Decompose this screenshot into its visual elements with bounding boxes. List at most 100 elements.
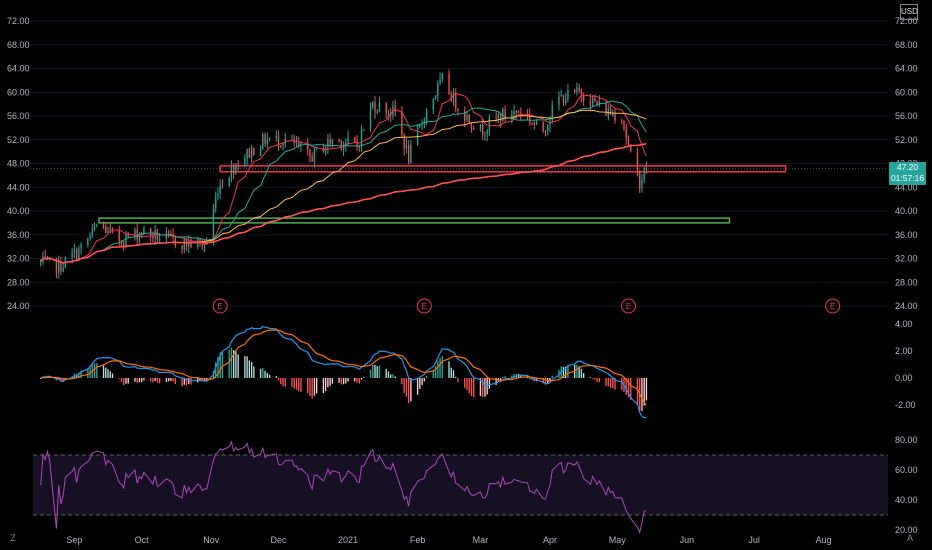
candle-body: [612, 113, 614, 115]
macd-histogram-bar: [143, 378, 145, 381]
candle-body: [576, 87, 578, 92]
candle-body: [259, 148, 262, 156]
right-tick-label: 52.00: [895, 135, 918, 145]
auto-scale-button[interactable]: A: [906, 533, 913, 543]
earnings-marker-label: E: [422, 302, 427, 311]
macd-histogram-bar: [275, 376, 277, 378]
macd-histogram-bar: [246, 356, 248, 378]
candle-body: [78, 248, 80, 259]
macd-histogram-bar: [134, 378, 136, 382]
moving-average-line: [40, 143, 647, 264]
macd-histogram-bar: [300, 378, 302, 392]
price-zone[interactable]: [98, 217, 731, 224]
macd-histogram-bar: [313, 378, 316, 396]
candle-body: [62, 267, 64, 272]
macd-histogram-bar: [360, 378, 363, 380]
candle-body: [107, 227, 109, 233]
macd-histogram-bar: [549, 378, 551, 382]
candle-body: [275, 135, 277, 139]
macd-histogram-bar: [327, 378, 329, 388]
macd-histogram-bar: [172, 378, 174, 382]
candle-body: [282, 143, 284, 147]
earnings-marker[interactable]: [825, 298, 841, 314]
right-tick-label: 32.00: [895, 254, 918, 264]
macd-histogram-bar: [455, 376, 457, 378]
candle-body: [643, 168, 645, 180]
macd-histogram-bar: [331, 378, 334, 384]
macd-histogram-bar: [40, 378, 42, 379]
candle-body: [531, 122, 533, 124]
macd-histogram-bar: [423, 378, 426, 382]
left-tick-label: 48.00: [7, 159, 30, 169]
candle-body: [322, 147, 325, 153]
candle-body: [495, 117, 497, 119]
left-tick-label: 64.00: [7, 64, 30, 74]
timezone-button[interactable]: Z: [10, 533, 16, 543]
price-zone[interactable]: [219, 165, 787, 173]
candle-body: [293, 138, 295, 144]
macd-histogram-bar: [612, 378, 614, 389]
candle-body: [181, 245, 183, 250]
left-tick-label: 68.00: [7, 40, 30, 50]
macd-histogram-bar: [529, 377, 531, 379]
candle-body: [221, 185, 224, 187]
macd-histogram-bar: [149, 378, 152, 382]
right-tick-label: 72.00: [895, 16, 918, 26]
macd-pane: [40, 325, 648, 419]
macd-histogram-bar: [636, 378, 639, 406]
candle-body: [250, 147, 253, 158]
candle-body: [136, 229, 138, 240]
candle-body: [89, 235, 91, 240]
macd-histogram-bar: [627, 378, 630, 398]
candle-body: [560, 94, 562, 97]
x-tick-label: May: [609, 535, 627, 545]
macd-histogram-bar: [311, 378, 313, 399]
earnings-marker[interactable]: [212, 298, 228, 314]
candle-body: [488, 117, 491, 131]
candle-body: [372, 102, 374, 108]
candle-body: [621, 120, 623, 122]
candle-body: [143, 228, 145, 235]
macd-histogram-bar: [394, 376, 396, 378]
macd-histogram-bar: [141, 378, 143, 383]
candle-body: [360, 129, 363, 147]
candle-body: [206, 244, 208, 246]
macd-histogram-bar: [385, 368, 387, 378]
macd-histogram-bar: [372, 364, 374, 378]
macd-histogram-bar: [466, 378, 468, 390]
candle-body: [625, 128, 627, 139]
candle-body: [298, 142, 300, 146]
macd-histogram-bar: [154, 378, 156, 381]
macd-histogram-bar: [464, 378, 466, 389]
candle-body: [232, 165, 235, 174]
macd-histogram-bar: [580, 369, 583, 378]
macd-histogram-bar: [125, 378, 127, 384]
candle-body: [544, 130, 547, 132]
candle-body: [347, 137, 349, 143]
candle-body: [342, 145, 345, 149]
candle-body: [309, 149, 311, 157]
candle-body: [217, 193, 219, 197]
macd-histogram-bar: [448, 361, 450, 378]
earnings-marker[interactable]: [620, 298, 636, 314]
candle-body: [44, 256, 46, 259]
moving-average-line: [40, 100, 647, 264]
macd-histogram-bar: [235, 351, 237, 378]
left-tick-label: 72.00: [7, 16, 30, 26]
macd-signal-line: [40, 329, 647, 406]
candle-body: [578, 87, 580, 92]
candle-body: [517, 112, 520, 114]
macd-histogram-bar: [567, 364, 569, 378]
earnings-marker-label: E: [830, 302, 835, 311]
earnings-marker[interactable]: [416, 298, 432, 314]
macd-histogram-bar: [390, 374, 392, 378]
candle-body: [515, 110, 518, 113]
macd-histogram-bar: [80, 370, 82, 378]
earnings-marker-label: E: [218, 302, 223, 311]
candle-body: [513, 110, 515, 115]
macd-histogram-bar: [578, 366, 580, 378]
candle-body: [230, 165, 233, 179]
currency-badge[interactable]: USD: [900, 4, 918, 20]
macd-histogram-bar: [107, 369, 109, 378]
